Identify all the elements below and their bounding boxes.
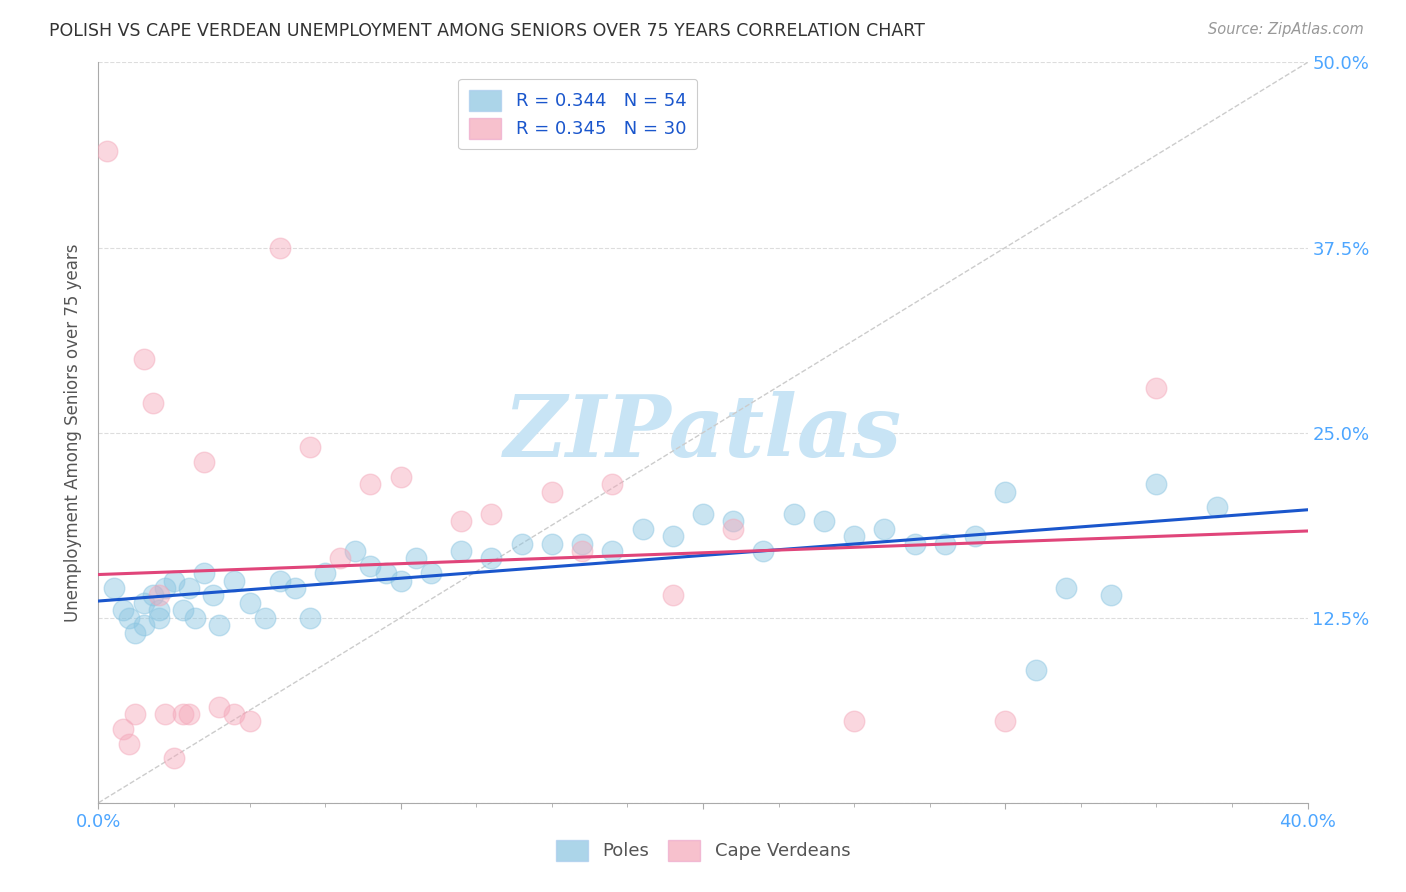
Point bbox=[783, 507, 806, 521]
Point bbox=[163, 751, 186, 765]
Text: Source: ZipAtlas.com: Source: ZipAtlas.com bbox=[1208, 22, 1364, 37]
Point bbox=[405, 551, 427, 566]
Point bbox=[124, 706, 146, 721]
Point bbox=[360, 477, 382, 491]
Point bbox=[389, 470, 412, 484]
Point bbox=[723, 515, 745, 529]
Point bbox=[450, 515, 472, 529]
Point bbox=[360, 558, 382, 573]
Point bbox=[723, 522, 745, 536]
Point bbox=[132, 351, 155, 366]
Point bbox=[239, 714, 262, 729]
Point bbox=[224, 574, 246, 588]
Point bbox=[299, 441, 322, 455]
Point bbox=[269, 240, 291, 255]
Text: POLISH VS CAPE VERDEAN UNEMPLOYMENT AMONG SENIORS OVER 75 YEARS CORRELATION CHAR: POLISH VS CAPE VERDEAN UNEMPLOYMENT AMON… bbox=[49, 22, 925, 40]
Point bbox=[571, 536, 593, 550]
Point bbox=[1144, 477, 1167, 491]
Point bbox=[420, 566, 443, 581]
Point bbox=[239, 596, 262, 610]
Point bbox=[148, 589, 170, 603]
Point bbox=[374, 566, 396, 581]
Point bbox=[208, 699, 231, 714]
Point bbox=[661, 529, 683, 543]
Point bbox=[163, 574, 186, 588]
Point bbox=[1144, 381, 1167, 395]
Point bbox=[224, 706, 246, 721]
Point bbox=[481, 507, 503, 521]
Point bbox=[329, 551, 352, 566]
Point bbox=[389, 574, 412, 588]
Point bbox=[692, 507, 714, 521]
Point bbox=[540, 536, 562, 550]
Y-axis label: Unemployment Among Seniors over 75 years: Unemployment Among Seniors over 75 years bbox=[65, 244, 83, 622]
Point bbox=[172, 706, 194, 721]
Point bbox=[284, 581, 307, 595]
Point bbox=[510, 536, 533, 550]
Point bbox=[1099, 589, 1122, 603]
Point bbox=[994, 714, 1017, 729]
Point bbox=[132, 596, 155, 610]
Point bbox=[118, 610, 141, 624]
Point bbox=[148, 603, 170, 617]
Point bbox=[179, 581, 201, 595]
Point bbox=[202, 589, 225, 603]
Point bbox=[873, 522, 896, 536]
Point bbox=[631, 522, 654, 536]
Point bbox=[1054, 581, 1077, 595]
Point bbox=[1024, 663, 1046, 677]
Point bbox=[934, 536, 956, 550]
Point bbox=[602, 544, 624, 558]
Legend: Poles, Cape Verdeans: Poles, Cape Verdeans bbox=[548, 832, 858, 868]
Point bbox=[994, 484, 1017, 499]
Point bbox=[148, 610, 170, 624]
Point bbox=[118, 737, 141, 751]
Point bbox=[450, 544, 472, 558]
Point bbox=[153, 706, 176, 721]
Point bbox=[1206, 500, 1229, 514]
Point bbox=[111, 603, 134, 617]
Point bbox=[153, 581, 176, 595]
Point bbox=[208, 618, 231, 632]
Point bbox=[193, 566, 215, 581]
Point bbox=[344, 544, 367, 558]
Point bbox=[571, 544, 593, 558]
Point bbox=[844, 714, 866, 729]
Point bbox=[132, 618, 155, 632]
Point bbox=[299, 610, 322, 624]
Point bbox=[179, 706, 201, 721]
Point bbox=[172, 603, 194, 617]
Point bbox=[844, 529, 866, 543]
Point bbox=[253, 610, 276, 624]
Text: ZIPatlas: ZIPatlas bbox=[503, 391, 903, 475]
Point bbox=[481, 551, 503, 566]
Point bbox=[124, 625, 146, 640]
Point bbox=[602, 477, 624, 491]
Point bbox=[96, 145, 118, 159]
Point bbox=[314, 566, 336, 581]
Point bbox=[142, 589, 165, 603]
Point bbox=[193, 455, 215, 469]
Point bbox=[965, 529, 987, 543]
Point bbox=[813, 515, 835, 529]
Point bbox=[904, 536, 927, 550]
Point bbox=[184, 610, 207, 624]
Point bbox=[661, 589, 683, 603]
Point bbox=[540, 484, 562, 499]
Point bbox=[752, 544, 775, 558]
Point bbox=[111, 722, 134, 736]
Point bbox=[142, 396, 165, 410]
Point bbox=[269, 574, 291, 588]
Point bbox=[103, 581, 125, 595]
